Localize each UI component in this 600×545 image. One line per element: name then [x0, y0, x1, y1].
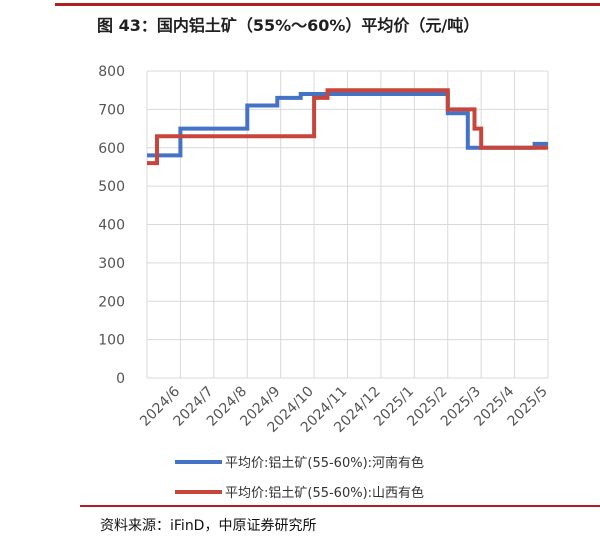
y-tick-label: 300 [98, 256, 125, 272]
y-tick-label: 700 [98, 102, 125, 118]
legend-label: 平均价:铝土矿(55-60%):山西有色 [225, 485, 424, 501]
y-tick-label: 600 [98, 141, 125, 157]
y-tick-label: 400 [98, 218, 125, 234]
figure-title: 图 43：国内铝土矿（55%～60%）平均价（元/吨） [97, 16, 480, 35]
bottom-rule [80, 505, 600, 507]
top-rule [55, 3, 600, 6]
y-tick-label: 100 [98, 333, 125, 349]
series-line [147, 88, 548, 166]
legend-label: 平均价:铝土矿(55-60%):河南有色 [225, 455, 424, 471]
y-tick-label: 200 [98, 294, 125, 310]
y-tick-label: 800 [98, 64, 125, 80]
source-note: 资料来源：iFinD，中原证券研究所 [100, 518, 317, 534]
y-tick-label: 500 [98, 179, 125, 195]
y-tick-label: 0 [116, 371, 125, 387]
